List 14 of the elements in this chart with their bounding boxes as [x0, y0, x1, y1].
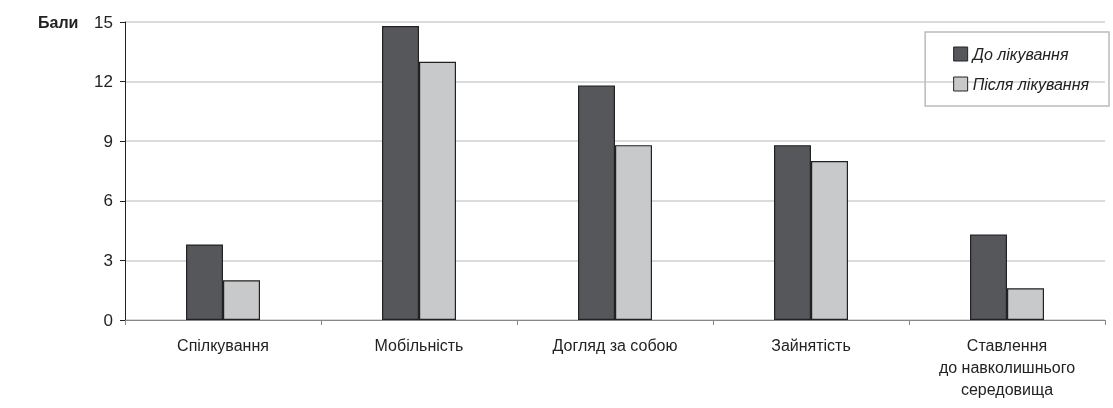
y-tick-label: 6 [103, 191, 113, 211]
x-tick-label: Догляд за собою [552, 336, 678, 354]
y-tick-label: 0 [103, 310, 113, 330]
x-tick-label: Мобільність [374, 336, 464, 354]
x-tick-label: Спілкування [177, 336, 269, 354]
y-tick-label: 12 [94, 72, 113, 92]
y-tick-label: 15 [94, 12, 113, 32]
x-tick-label: Ставлення до навколишнього середовища [938, 336, 1076, 398]
y-tick-label: 3 [103, 250, 113, 270]
y-axis-title: Бали [38, 13, 79, 31]
legend-label: До лікування [970, 45, 1069, 63]
x-tick-label: Зайнятість [771, 336, 851, 354]
legend-label: Після лікування [972, 75, 1090, 93]
y-tick-label: 9 [103, 131, 113, 151]
